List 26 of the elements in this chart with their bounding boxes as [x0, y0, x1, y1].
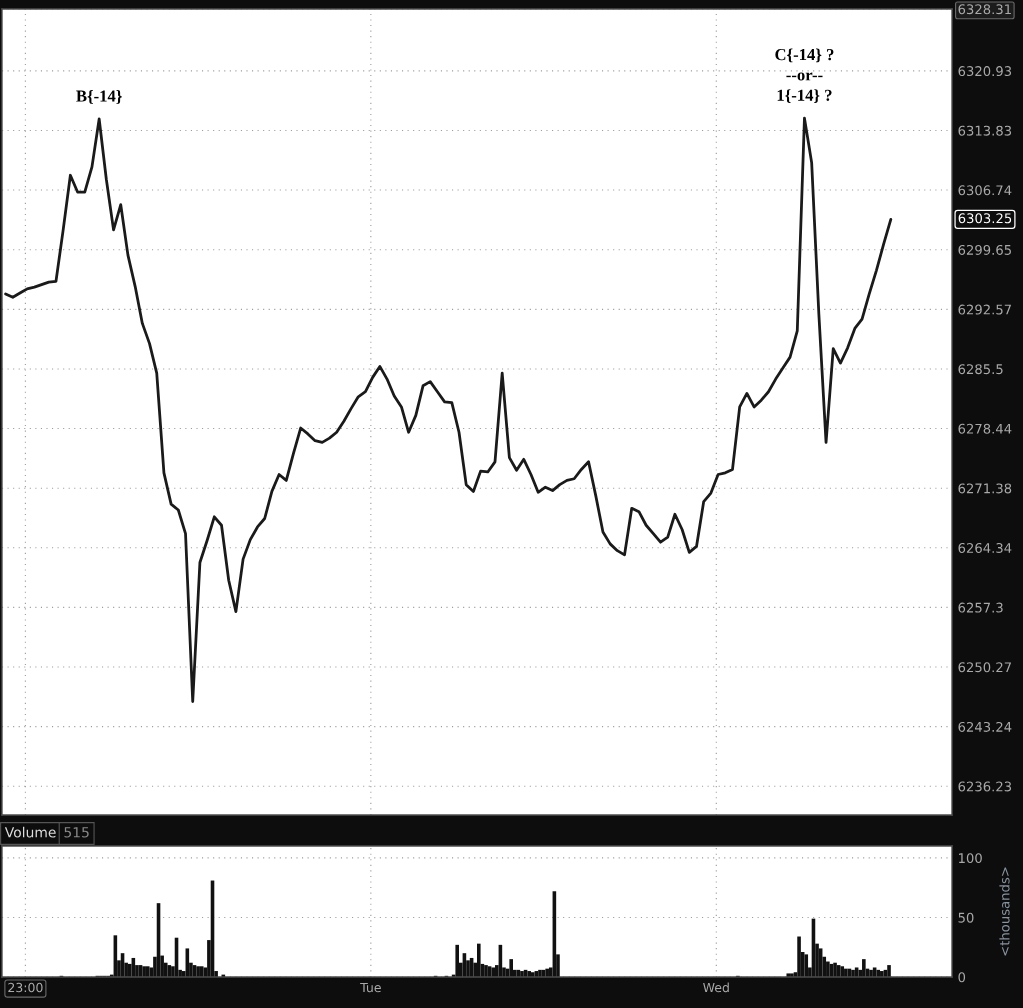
annotation: C{-14} ? --or-- 1{-14} ?: [775, 48, 834, 103]
y-tick-label: 100: [959, 853, 982, 864]
chart-title: Volume: [4, 826, 56, 838]
y-tick-label: 6243.24: [958, 721, 1012, 732]
y-tick-label: 0: [958, 972, 966, 983]
y-tick-label: 6328.31: [958, 4, 1011, 15]
y-axis-title: <thousands>: [999, 867, 1010, 956]
y-tick-label: 6299.65: [958, 244, 1011, 255]
y-tick-label: 6292.57: [958, 304, 1011, 315]
y-tick-label: 6306.74: [958, 185, 1012, 196]
y-tick-label: 6257.3: [958, 602, 1003, 613]
y-tick-label: 6313.83: [958, 125, 1012, 136]
y-tick-label: 50: [958, 912, 974, 923]
y-tick-label: 6320.93: [958, 66, 1012, 77]
y-tick-label: 6250.27: [958, 662, 1011, 673]
x-tick-label: Tue: [360, 982, 381, 993]
y-tick-label: 6278.44: [958, 423, 1012, 434]
chart-subtitle: 515: [64, 827, 89, 838]
y-tick-label: 6236.23: [958, 781, 1012, 792]
y-tick-label: 6285.5: [958, 364, 1003, 375]
annotation: B{-14}: [76, 89, 122, 104]
y-tick-label: 6271.38: [958, 483, 1012, 494]
y-tick-label: 6264.34: [958, 542, 1012, 553]
x-tick-label: Wed: [703, 982, 729, 993]
text: 6303.25: [958, 213, 1012, 224]
x-tick-label: 23:00: [8, 982, 43, 993]
